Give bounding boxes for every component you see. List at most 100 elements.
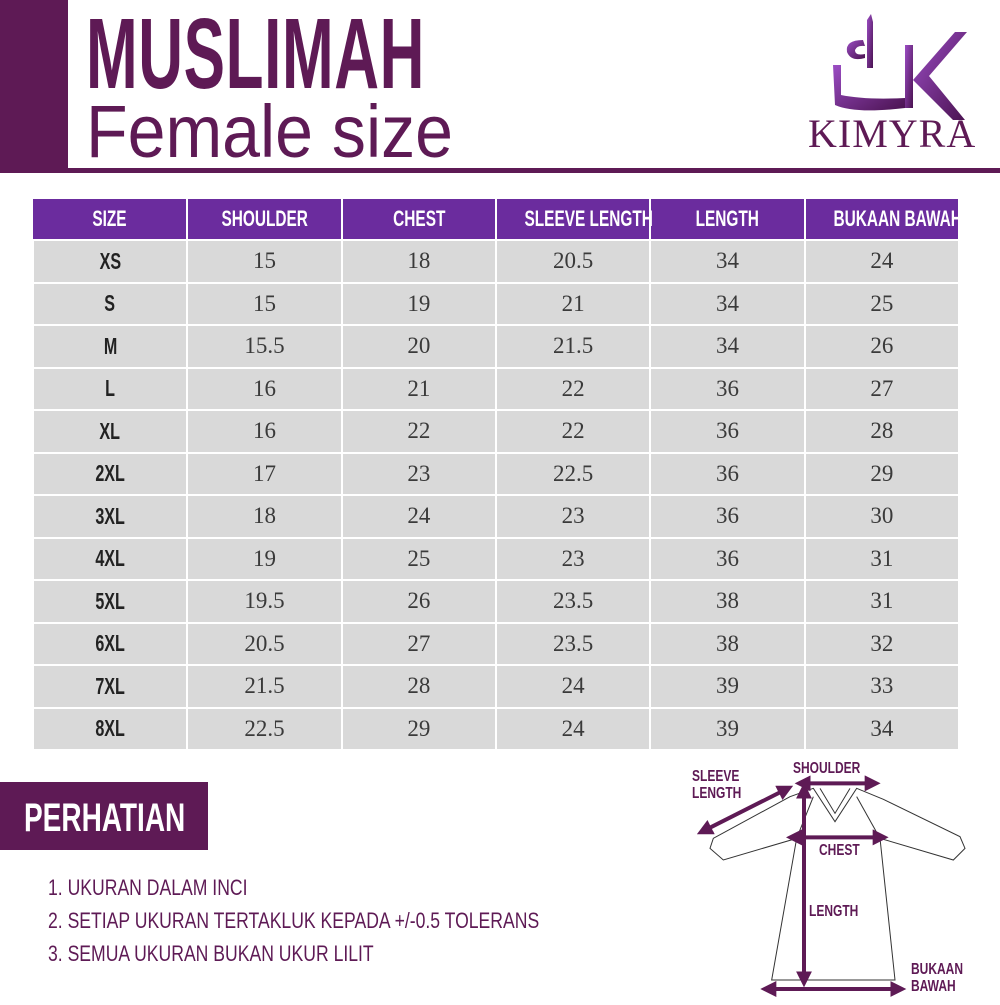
measurement-cell: 36 xyxy=(649,494,806,539)
measurement-cell: 20.5 xyxy=(186,621,343,666)
table-row: 8XL 22.5 29 24 39 34 xyxy=(31,706,961,751)
sleeve-arrow xyxy=(696,785,794,835)
table-header-row: SIZE SHOULDER CHEST SLEEVE LENGTH LENGTH BUKA… xyxy=(33,199,962,240)
column-header-label: SIZE xyxy=(92,206,127,231)
kimyra-logo-icon xyxy=(833,14,967,120)
measurement-cell: 24 xyxy=(494,664,652,709)
measurement-cell: 21.5 xyxy=(494,324,652,369)
size-cell: 2XL xyxy=(31,451,189,496)
size-label: M xyxy=(103,332,117,359)
measurement-cell: 22.5 xyxy=(494,451,652,496)
measurement-cell: 26 xyxy=(340,579,497,624)
measurement-cell: 36 xyxy=(649,536,806,581)
label-line: BAWAH xyxy=(911,978,956,995)
size-cell: 3XL xyxy=(31,494,189,539)
length-label: LENGTH xyxy=(809,903,859,920)
table-row: 2XL 17 23 22.5 36 29 xyxy=(31,451,961,496)
measurement-cell: 26 xyxy=(803,324,961,369)
column-header-label: LENGTH xyxy=(695,206,760,231)
size-cell: 7XL xyxy=(31,664,189,709)
measurement-cell: 29 xyxy=(803,451,961,496)
measurement-cell: 19 xyxy=(186,536,343,581)
page-title: MUSLIMAH xyxy=(86,0,426,110)
measurement-cell: 30 xyxy=(803,494,961,539)
measurement-cell: 23.5 xyxy=(494,579,652,624)
measurement-cell: 36 xyxy=(649,451,806,496)
column-header: SHOULDER xyxy=(187,199,343,240)
measurement-cell: 18 xyxy=(186,494,343,539)
column-header-label: BUKAAN BAWAH xyxy=(833,206,962,231)
size-cell: XS xyxy=(31,239,189,284)
size-label: 5XL xyxy=(95,587,125,614)
measurement-cell: 25 xyxy=(340,536,497,581)
size-cell: XL xyxy=(31,409,189,454)
size-label: S xyxy=(104,290,116,317)
table-row: 3XL 18 24 23 36 30 xyxy=(31,494,961,539)
size-label: 6XL xyxy=(95,630,125,657)
notice-item: 3. SEMUA UKURAN BUKAN UKUR LILIT xyxy=(48,941,374,966)
measurement-cell: 20.5 xyxy=(494,239,652,284)
measurement-cell: 16 xyxy=(186,366,343,411)
size-label: XL xyxy=(99,417,121,444)
measurement-cell: 22 xyxy=(494,409,652,454)
table-row: M 15.5 20 21.5 34 26 xyxy=(31,324,961,369)
notice-item: 1. UKURAN DALAM INCI xyxy=(48,875,248,900)
shoulder-label: SHOULDER xyxy=(793,760,861,777)
measurement-cell: 34 xyxy=(649,239,806,284)
measurement-cell: 28 xyxy=(803,409,961,454)
measurement-cell: 18 xyxy=(340,239,497,284)
measurement-cell: 38 xyxy=(649,579,806,624)
size-label: 3XL xyxy=(95,502,125,529)
measurement-cell: 39 xyxy=(649,706,806,751)
measurement-cell: 27 xyxy=(340,621,497,666)
table-row: XL 16 22 22 36 28 xyxy=(31,409,961,454)
header-divider xyxy=(68,168,1000,173)
measurement-cell: 15.5 xyxy=(186,324,343,369)
measurement-cell: 24 xyxy=(494,706,652,751)
measurement-cell: 19 xyxy=(340,281,497,326)
measurement-cell: 16 xyxy=(186,409,343,454)
measurement-cell: 34 xyxy=(649,281,806,326)
table-row: 6XL 20.5 27 23.5 38 32 xyxy=(31,621,961,666)
notice-heading-box: PERHATIAN xyxy=(0,782,208,850)
measurement-cell: 25 xyxy=(803,281,961,326)
size-cell: 8XL xyxy=(31,706,189,751)
column-header: LENGTH xyxy=(650,199,806,240)
column-header: BUKAAN BAWAH xyxy=(804,199,962,240)
column-header-label: CHEST xyxy=(392,206,445,231)
column-header: CHEST xyxy=(341,199,497,240)
size-cell: 6XL xyxy=(31,621,189,666)
label-line: BUKAAN xyxy=(911,961,963,978)
measurement-cell: 23 xyxy=(494,536,652,581)
measurement-cell: 34 xyxy=(803,706,961,751)
size-cell: 4XL xyxy=(31,536,189,581)
table-row: XS 15 18 20.5 34 24 xyxy=(31,239,961,284)
measurement-diagram: SLEEVE LENGTH SHOULDER CHEST LENGTH BUKA… xyxy=(680,750,1000,1000)
measurement-cell: 33 xyxy=(803,664,961,709)
measurement-cell: 39 xyxy=(649,664,806,709)
measurement-cell: 31 xyxy=(803,579,961,624)
measurement-cell: 15 xyxy=(186,281,343,326)
size-label: XS xyxy=(99,247,121,274)
size-cell: S xyxy=(31,281,189,326)
measurement-cell: 24 xyxy=(340,494,497,539)
measurement-cell: 15 xyxy=(186,239,343,284)
table-row: S 15 19 21 34 25 xyxy=(31,281,961,326)
measurement-cell: 34 xyxy=(649,324,806,369)
table-row: 4XL 19 25 23 36 31 xyxy=(31,536,961,581)
measurement-cell: 29 xyxy=(340,706,497,751)
size-cell: 5XL xyxy=(31,579,189,624)
size-cell: M xyxy=(31,324,189,369)
column-header: SIZE xyxy=(33,199,189,240)
measurement-cell: 24 xyxy=(803,239,961,284)
notice-item: 2. SETIAP UKURAN TERTAKLUK KEPADA +/-0.5… xyxy=(48,908,540,933)
size-cell: L xyxy=(31,366,189,411)
column-header-label: SLEEVE LENGTH xyxy=(524,206,653,231)
label-line: SLEEVE xyxy=(692,768,740,785)
measurement-cell: 17 xyxy=(186,451,343,496)
size-label: 8XL xyxy=(95,715,125,742)
size-chart-table: SIZE SHOULDER CHEST SLEEVE LENGTH LENGTH BUKA… xyxy=(31,199,962,751)
measurement-cell: 31 xyxy=(803,536,961,581)
measurement-cell: 21.5 xyxy=(186,664,343,709)
measurement-cell: 32 xyxy=(803,621,961,666)
